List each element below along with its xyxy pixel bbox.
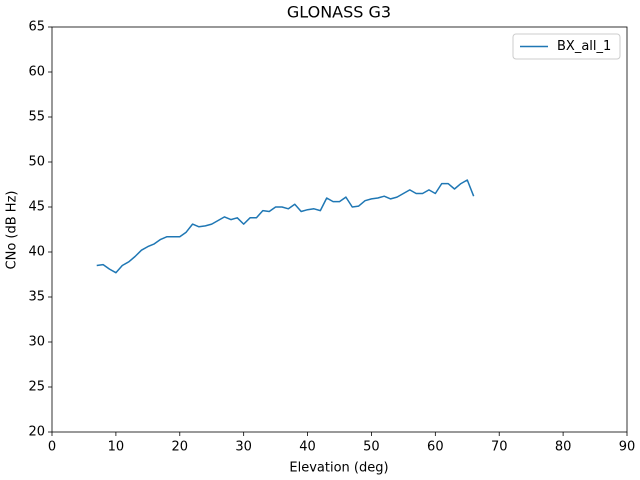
y-axis-label: CNo (dB Hz) bbox=[5, 191, 20, 270]
y-tick-label: 60 bbox=[28, 65, 45, 80]
x-tick-label: 40 bbox=[299, 440, 316, 455]
y-tick-label: 40 bbox=[28, 245, 45, 260]
x-axis-label: Elevation (deg) bbox=[289, 461, 388, 476]
x-tick-label: 60 bbox=[427, 440, 444, 455]
x-tick-label: 50 bbox=[363, 440, 380, 455]
y-tick-label: 45 bbox=[28, 200, 45, 215]
x-tick-label: 70 bbox=[491, 440, 508, 455]
y-tick-label: 35 bbox=[28, 290, 45, 305]
x-tick-label: 30 bbox=[235, 440, 252, 455]
legend-label: BX_all_1 bbox=[557, 39, 611, 54]
y-tick-label: 55 bbox=[28, 110, 45, 125]
x-tick-label: 0 bbox=[48, 440, 56, 455]
x-tick-label: 80 bbox=[555, 440, 572, 455]
x-tick-label: 20 bbox=[172, 440, 189, 455]
y-tick-label: 20 bbox=[28, 425, 45, 440]
y-tick-label: 65 bbox=[28, 20, 45, 35]
chart-title: GLONASS G3 bbox=[287, 3, 391, 22]
y-tick-label: 50 bbox=[28, 155, 45, 170]
data-line bbox=[96, 179, 475, 274]
x-tick-label: 90 bbox=[619, 440, 636, 455]
legend-box bbox=[512, 33, 621, 60]
y-tick-label: 30 bbox=[28, 335, 45, 350]
y-tick-label: 25 bbox=[28, 380, 45, 395]
x-tick-label: 10 bbox=[108, 440, 125, 455]
plot-frame bbox=[51, 26, 628, 433]
